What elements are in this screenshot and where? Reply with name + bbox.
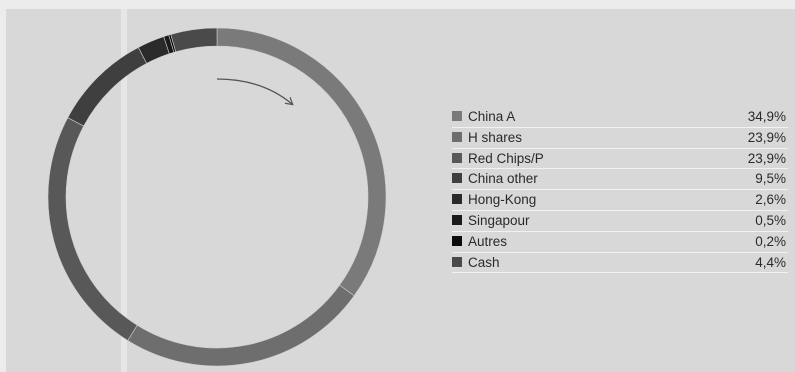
legend-row: Red Chips/P 23,9% [452, 149, 788, 170]
legend-swatch [452, 194, 462, 205]
legend-value: 23,9% [747, 150, 786, 166]
legend-label: H shares [468, 129, 523, 145]
legend-label: Red Chips/P [468, 150, 544, 166]
direction-arrow-icon [216, 78, 292, 104]
legend-swatch [452, 214, 462, 225]
legend-row: China other 9,5% [452, 169, 788, 191]
legend-label: Singapour [468, 212, 530, 228]
legend-value: 9,5% [755, 171, 786, 187]
legend-value: 0,5% [755, 212, 786, 228]
legend-row: Singapour 0,5% [452, 211, 788, 232]
legend-swatch [452, 152, 462, 163]
legend-row: H shares 23,9% [452, 128, 788, 149]
legend-label: Cash [468, 254, 500, 270]
donut-slice-cash [170, 27, 218, 53]
legend-label: China other [468, 171, 538, 187]
legend-value: 23,9% [747, 129, 786, 145]
panel-divider [121, 9, 127, 372]
donut-slices [47, 27, 387, 367]
legend-value: 0,2% [755, 233, 786, 249]
legend-swatch [452, 256, 462, 267]
chart-panel [127, 9, 795, 372]
legend-swatch [452, 235, 462, 246]
donut-slice-red-chips-p [47, 117, 138, 341]
donut-slice-h-shares [127, 284, 355, 367]
legend-value: 4,4% [755, 254, 786, 270]
legend-row: Cash 4,4% [452, 253, 788, 274]
legend-value: 2,6% [755, 192, 786, 208]
chart-legend: China A 34,9% H shares 23,9% Red Chips/P 23,9… [452, 107, 788, 274]
legend-swatch [452, 131, 462, 142]
legend-row: China A 34,9% [452, 107, 788, 128]
donut-chart [47, 27, 387, 367]
legend-label: Autres [468, 233, 508, 249]
legend-row: Autres 0,2% [452, 232, 788, 253]
donut-slice-china-other [67, 47, 148, 127]
legend-label: Hong-Kong [468, 192, 537, 208]
legend-swatch [452, 173, 462, 184]
legend-value: 34,9% [747, 109, 786, 124]
donut-slice-china-a [216, 27, 387, 297]
legend-label: China A [468, 109, 516, 124]
legend-swatch [452, 111, 462, 121]
legend-row: Hong-Kong 2,6% [452, 190, 788, 211]
